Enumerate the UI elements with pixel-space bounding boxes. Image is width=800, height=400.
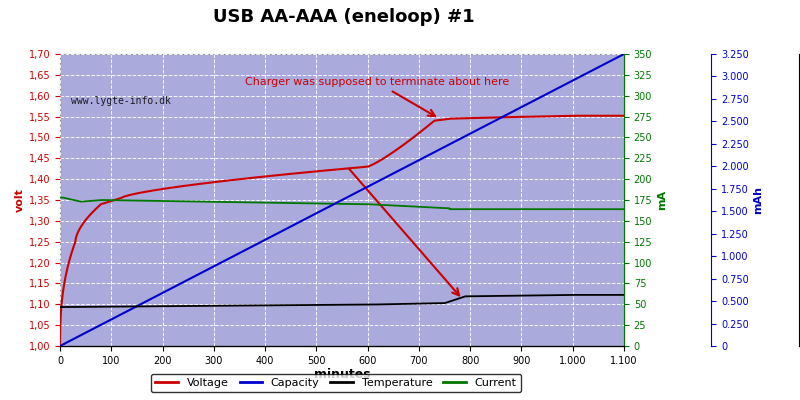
X-axis label: minutes: minutes	[314, 368, 370, 382]
Text: www.lygte-info.dk: www.lygte-info.dk	[71, 96, 171, 106]
Legend: Voltage, Capacity, Temperature, Current: Voltage, Capacity, Temperature, Current	[151, 374, 521, 392]
Text: Charger was supposed to terminate about here: Charger was supposed to terminate about …	[245, 77, 509, 116]
Y-axis label: volt: volt	[14, 188, 24, 212]
Text: USB AA-AAA (eneloop) #1: USB AA-AAA (eneloop) #1	[213, 8, 475, 26]
Y-axis label: mAh: mAh	[753, 186, 763, 214]
Y-axis label: mA: mA	[657, 190, 666, 210]
